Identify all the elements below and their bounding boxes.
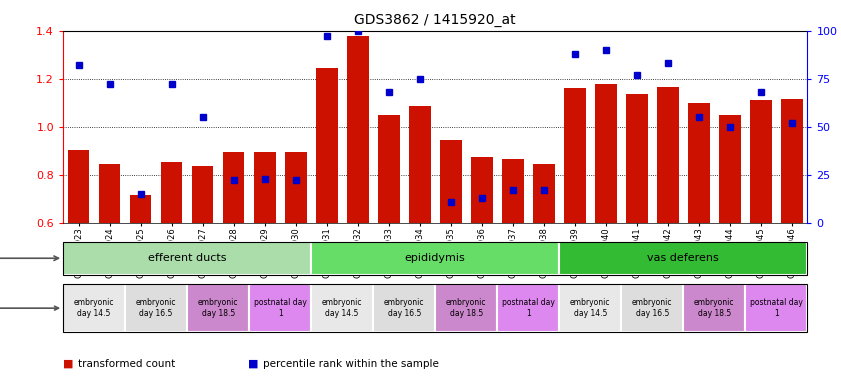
Bar	[683, 284, 745, 332]
Bar	[688, 103, 710, 223]
Bar	[98, 164, 120, 223]
Text: embryonic
day 16.5: embryonic day 16.5	[136, 298, 177, 318]
Text: percentile rank within the sample: percentile rank within the sample	[263, 359, 439, 369]
Text: embryonic
day 16.5: embryonic day 16.5	[632, 298, 673, 318]
Text: postnatal day
1: postnatal day 1	[254, 298, 307, 318]
Text: efferent ducts: efferent ducts	[148, 253, 226, 263]
Bar	[63, 284, 125, 332]
Text: ■: ■	[248, 359, 258, 369]
Text: embryonic
day 18.5: embryonic day 18.5	[446, 298, 486, 318]
Bar	[378, 115, 399, 223]
Bar	[316, 68, 337, 223]
Text: embryonic
day 14.5: embryonic day 14.5	[74, 298, 114, 318]
Bar	[125, 284, 187, 332]
Text: embryonic
day 14.5: embryonic day 14.5	[570, 298, 611, 318]
Bar	[192, 166, 214, 223]
Bar	[564, 88, 585, 223]
Bar	[161, 162, 182, 223]
Text: epididymis: epididymis	[405, 253, 466, 263]
Bar	[497, 284, 559, 332]
Text: postnatal day
1: postnatal day 1	[502, 298, 555, 318]
Bar	[750, 100, 772, 223]
Bar	[533, 164, 554, 223]
Bar	[187, 284, 249, 332]
Text: tissue: tissue	[0, 253, 58, 263]
Bar	[346, 36, 368, 223]
Bar	[311, 284, 373, 332]
Text: ■: ■	[63, 359, 73, 369]
Bar	[595, 84, 616, 223]
Bar	[621, 284, 683, 332]
Bar	[559, 242, 807, 275]
Bar	[745, 284, 807, 332]
Bar	[502, 159, 524, 223]
Text: embryonic
day 14.5: embryonic day 14.5	[322, 298, 362, 318]
Bar	[63, 242, 311, 275]
Text: embryonic
day 18.5: embryonic day 18.5	[198, 298, 238, 318]
Text: embryonic
day 18.5: embryonic day 18.5	[694, 298, 734, 318]
Bar	[559, 284, 621, 332]
Bar	[409, 106, 431, 223]
Bar	[436, 284, 497, 332]
Bar	[68, 149, 89, 223]
Bar	[719, 115, 741, 223]
Bar	[249, 284, 311, 332]
Bar	[781, 99, 802, 223]
Title: GDS3862 / 1415920_at: GDS3862 / 1415920_at	[354, 13, 516, 27]
Bar	[373, 284, 436, 332]
Bar	[285, 152, 306, 223]
Text: embryonic
day 16.5: embryonic day 16.5	[384, 298, 425, 318]
Text: development stage: development stage	[0, 303, 58, 313]
Bar	[223, 152, 245, 223]
Bar	[471, 157, 493, 223]
Text: transformed count: transformed count	[78, 359, 176, 369]
Text: postnatal day
1: postnatal day 1	[750, 298, 803, 318]
Text: vas deferens: vas deferens	[648, 253, 719, 263]
Bar	[440, 140, 462, 223]
Bar	[254, 152, 276, 223]
Bar	[626, 94, 648, 223]
Bar	[311, 242, 559, 275]
Bar	[130, 195, 151, 223]
Bar	[657, 87, 679, 223]
